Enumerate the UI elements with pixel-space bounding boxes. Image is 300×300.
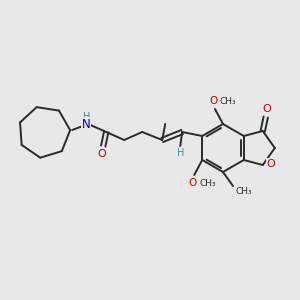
Text: CH₃: CH₃ (199, 178, 216, 188)
Text: H: H (176, 148, 184, 158)
Text: O: O (98, 149, 106, 159)
Text: O: O (262, 104, 271, 114)
Text: N: N (82, 118, 91, 130)
Text: O: O (266, 159, 275, 169)
Text: O: O (209, 96, 217, 106)
Text: CH₃: CH₃ (220, 97, 237, 106)
Text: O: O (188, 178, 196, 188)
Text: CH₃: CH₃ (236, 188, 253, 196)
Text: H: H (82, 112, 90, 122)
